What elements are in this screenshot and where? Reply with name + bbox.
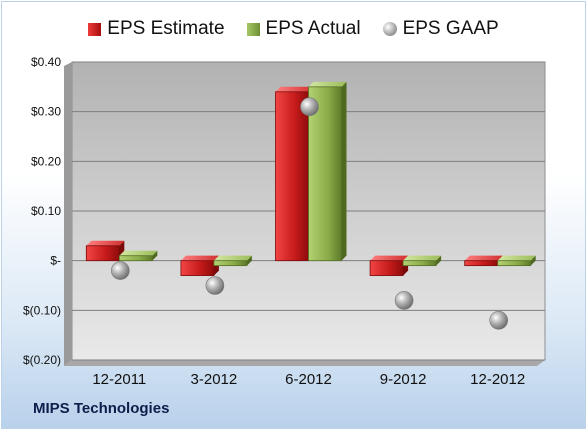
bar-eps-actual	[118, 250, 158, 262]
bar-eps-actual	[402, 255, 442, 267]
marker-eps-gaap	[489, 310, 509, 330]
legend-label-actual: EPS Actual	[265, 18, 361, 39]
x-tick-label: 12-2011	[92, 371, 146, 388]
bar-eps-actual	[497, 255, 536, 267]
legend-label-estimate: EPS Estimate	[107, 18, 225, 39]
bar-eps-estimate	[180, 255, 219, 276]
bar-eps-estimate	[369, 255, 409, 276]
x-tick-label: 9-2012	[380, 371, 427, 388]
marker-eps-gaap	[111, 261, 130, 280]
legend-label-gaap: EPS GAAP	[402, 18, 499, 39]
legend-eps-gaap: EPS GAAP	[382, 18, 499, 40]
y-tick-label: $0.30	[31, 105, 61, 119]
legend-swatch-actual	[246, 22, 260, 36]
legend-eps-actual: EPS Actual	[246, 18, 361, 40]
plot-side-wall	[64, 62, 72, 366]
x-tick-label: 12-2012	[470, 371, 525, 388]
y-tick-label: $-	[50, 254, 61, 268]
y-tick-label: $0.40	[31, 55, 61, 69]
y-tick-label: $(0.10)	[23, 303, 61, 317]
x-tick-label: 6-2012	[285, 371, 332, 388]
plot-floor	[64, 360, 545, 366]
legend-eps-estimate: EPS Estimate	[88, 18, 225, 40]
legend-swatch-gaap	[382, 22, 397, 36]
y-tick-label: $(0.20)	[23, 353, 61, 367]
y-tick-label: $0.10	[31, 204, 61, 218]
bar-eps-actual	[213, 255, 252, 267]
bar-eps-actual	[308, 81, 347, 262]
legend-swatch-estimate	[88, 22, 102, 36]
x-tick-label: 3-2012	[191, 371, 238, 388]
marker-eps-gaap	[205, 276, 225, 295]
marker-eps-gaap	[300, 97, 319, 116]
chart-legend: EPS Estimate EPS Actual EPS GAAP	[0, 14, 587, 44]
y-tick-label: $0.20	[31, 154, 61, 168]
bar-eps-estimate	[464, 255, 503, 267]
bar-eps-estimate	[85, 240, 125, 262]
marker-eps-gaap	[394, 291, 414, 310]
company-name: MIPS Technologies	[33, 400, 170, 417]
